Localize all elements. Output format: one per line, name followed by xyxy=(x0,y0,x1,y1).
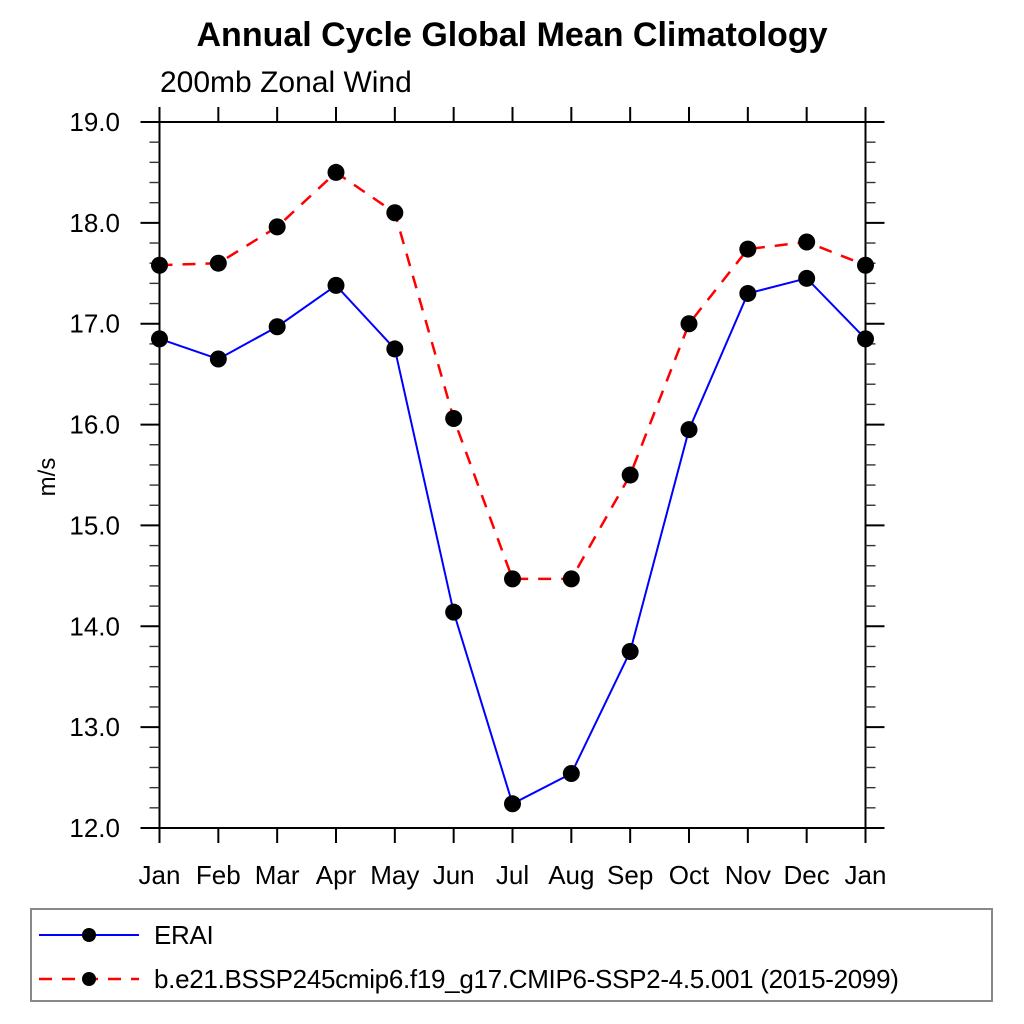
x-tick-label: Aug xyxy=(548,860,594,890)
y-tick-label: 14.0 xyxy=(69,611,120,641)
x-tick-label: Jul xyxy=(496,860,529,890)
data-point-marker xyxy=(798,269,816,287)
data-point-marker xyxy=(621,643,639,660)
data-point-marker xyxy=(680,421,698,439)
data-point-marker xyxy=(621,466,639,484)
data-point-marker xyxy=(798,233,816,251)
x-tick-label: Oct xyxy=(669,860,710,890)
data-point-marker xyxy=(209,254,227,272)
x-tick-label: Dec xyxy=(784,860,830,890)
data-point-marker xyxy=(504,570,521,588)
y-tick-label: 17.0 xyxy=(69,309,120,339)
data-point-marker xyxy=(327,163,345,181)
series-line-0 xyxy=(159,277,867,806)
data-point-marker xyxy=(386,340,404,358)
legend-marker-icon xyxy=(82,972,96,986)
x-tick-label: Sep xyxy=(607,860,653,890)
legend-entry-model: b.e21.BSSP245cmip6.f19_g17.CMIP6-SSP2-4.… xyxy=(39,964,899,994)
data-point-marker xyxy=(151,330,168,348)
y-tick-label: 13.0 xyxy=(69,712,120,742)
plot-frame xyxy=(158,121,867,829)
x-tick-label: Jun xyxy=(433,860,475,890)
y-tick-label: 16.0 xyxy=(69,410,120,440)
data-point-marker xyxy=(445,603,463,621)
legend-line-sample-model xyxy=(39,972,139,986)
y-tick-label: 12.0 xyxy=(69,813,120,843)
data-point-marker xyxy=(151,256,168,274)
x-tick-label: Jan xyxy=(845,860,887,890)
data-point-marker xyxy=(857,330,874,348)
x-tick-label: Mar xyxy=(255,860,300,890)
legend-line-sample-erai xyxy=(39,928,139,942)
data-point-marker xyxy=(445,410,463,428)
legend-box: ERAI b.e21.BSSP245cmip6.f19_g17.CMIP6-SS… xyxy=(30,908,993,1002)
legend-marker-icon xyxy=(82,928,96,942)
y-tick-label: 19.0 xyxy=(69,107,120,137)
y-tick-label: 18.0 xyxy=(69,208,120,238)
data-point-marker xyxy=(268,318,286,336)
data-point-marker xyxy=(739,284,757,302)
data-point-marker xyxy=(209,350,227,368)
data-point-marker xyxy=(327,276,345,294)
y-tick-label: 15.0 xyxy=(69,510,120,540)
data-point-marker xyxy=(739,240,757,258)
x-tick-label: Apr xyxy=(316,860,357,890)
chart-title: Annual Cycle Global Mean Climatology xyxy=(196,16,828,54)
x-tick-label: Feb xyxy=(196,860,241,890)
legend-label-erai: ERAI xyxy=(154,919,214,950)
data-point-marker xyxy=(562,765,580,783)
chart-subtitle: 200mb Zonal Wind xyxy=(160,66,412,99)
data-point-marker xyxy=(386,204,404,222)
data-point-marker xyxy=(680,315,698,333)
series-line-1 xyxy=(159,170,866,581)
x-tick-label: Nov xyxy=(725,860,771,890)
x-tick-label: Jan xyxy=(139,860,181,890)
legend-label-model: b.e21.BSSP245cmip6.f19_g17.CMIP6-SSP2-4.… xyxy=(154,963,899,994)
x-tick-label: May xyxy=(370,860,419,890)
data-point-marker xyxy=(857,256,874,274)
data-point-marker xyxy=(504,795,521,813)
data-point-marker xyxy=(268,218,286,236)
legend-entry-erai: ERAI xyxy=(39,920,214,950)
data-point-marker xyxy=(562,570,580,588)
